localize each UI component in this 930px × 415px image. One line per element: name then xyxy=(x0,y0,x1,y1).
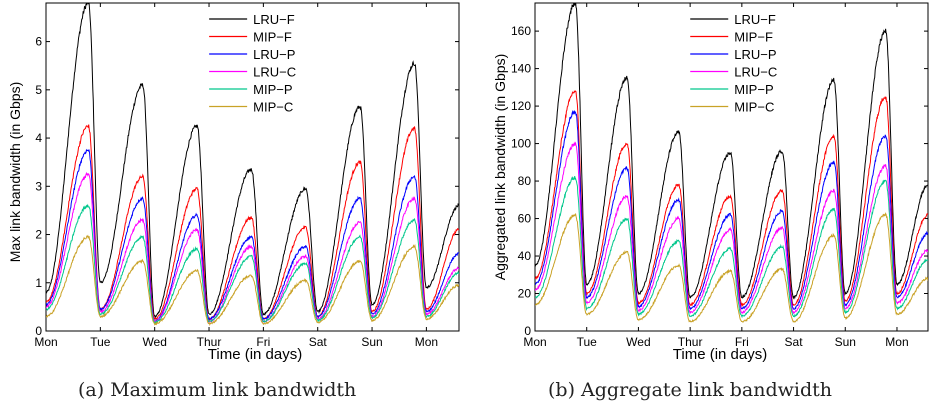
y-tick-label: 140 xyxy=(511,62,531,76)
y-tick-label: 100 xyxy=(511,137,531,151)
series-line xyxy=(46,171,459,324)
y-tick-label: 80 xyxy=(518,174,532,188)
legend-label: LRU−P xyxy=(253,47,295,62)
legend-label: MIP−C xyxy=(734,100,774,115)
series-line xyxy=(46,203,459,325)
y-tick-label: 1 xyxy=(35,276,42,290)
caption-a: (a) Maximum link bandwidth xyxy=(78,379,357,401)
x-tick-label: Thur xyxy=(678,335,703,349)
series-line xyxy=(46,148,459,324)
series-line xyxy=(535,141,928,315)
x-tick-label: Tue xyxy=(90,335,111,349)
x-tick-label: Mon xyxy=(523,335,546,349)
legend-label: MIP−P xyxy=(734,82,773,97)
legend-label: LRU−F xyxy=(253,12,295,27)
legend-label: LRU−C xyxy=(734,65,777,80)
x-tick-label: Tue xyxy=(577,335,598,349)
chart-aggregate-link-bandwidth: Aggregated link bandwidth (in Gbps) Time… xyxy=(492,2,929,363)
x-tick-label: Thur xyxy=(197,335,222,349)
chart-max-link-bandwidth: Max link bandwidth (in Gbps) Time (in da… xyxy=(7,2,460,363)
x-tick-label: Fri xyxy=(735,335,749,349)
legend-label: MIP−P xyxy=(253,82,292,97)
legend-label: MIP−F xyxy=(734,30,773,45)
y-tick-label: 4 xyxy=(35,131,42,145)
x-tick-label: Wed xyxy=(626,335,650,349)
plot-frame xyxy=(45,2,460,332)
legend-label: MIP−C xyxy=(253,100,293,115)
x-tick-label: Fri xyxy=(256,335,270,349)
x-tick-label: Sat xyxy=(785,335,804,349)
legend-label: MIP−F xyxy=(253,30,292,45)
y-tick-label: 6 xyxy=(35,35,42,49)
y-tick-label: 2 xyxy=(35,228,42,242)
series-line xyxy=(46,124,459,322)
y-tick-label: 60 xyxy=(518,212,532,226)
x-tick-label: Wed xyxy=(142,335,166,349)
y-axis-label: Max link bandwidth (in Gbps) xyxy=(7,82,23,263)
x-tick-label: Mon xyxy=(34,335,57,349)
y-tick-label: 3 xyxy=(35,179,42,193)
x-axis-label: Time (in days) xyxy=(673,346,767,363)
y-tick-label: 20 xyxy=(518,287,532,301)
y-tick-label: 120 xyxy=(511,99,531,113)
y-tick-label: 40 xyxy=(518,249,532,263)
x-tick-label: Sun xyxy=(361,335,382,349)
series-line xyxy=(535,109,928,311)
series-line xyxy=(535,212,928,323)
y-tick-label: 0 xyxy=(524,324,531,338)
y-tick-label: 0 xyxy=(35,324,42,338)
legend-label: LRU−F xyxy=(734,12,776,27)
series-line xyxy=(46,3,459,319)
y-tick-label: 160 xyxy=(511,24,531,38)
x-tick-label: Sat xyxy=(309,335,328,349)
legend-label: LRU−C xyxy=(253,65,296,80)
series-line xyxy=(46,234,459,327)
y-axis-label: Aggregated link bandwidth (in Gbps) xyxy=(492,54,508,280)
legend-label: LRU−P xyxy=(734,47,776,62)
plot-frame xyxy=(534,2,929,332)
caption-b: (b) Aggregate link bandwidth xyxy=(548,379,833,401)
y-tick-label: 5 xyxy=(35,83,42,97)
x-axis-label: Time (in days) xyxy=(208,346,302,363)
x-tick-label: Mon xyxy=(885,335,908,349)
x-tick-label: Mon xyxy=(415,335,438,349)
series-line xyxy=(535,3,928,300)
x-tick-label: Sun xyxy=(835,335,856,349)
series-line xyxy=(535,176,928,319)
series-line xyxy=(535,90,928,308)
